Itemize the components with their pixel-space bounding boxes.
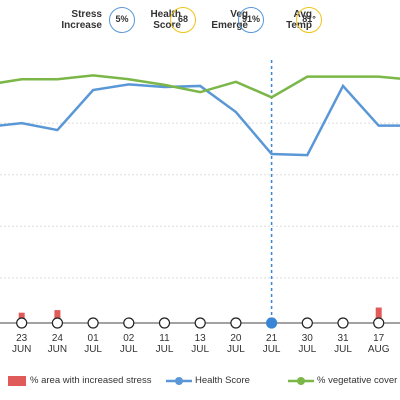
x-tick-label: 31 JUL [334, 333, 352, 355]
x-tick-label: 13 JUL [191, 333, 210, 355]
stress-bar [375, 307, 382, 323]
x-tick-label: 21 JUL [262, 333, 281, 355]
summary-value: 5% [109, 7, 135, 33]
legend-swatch [175, 377, 183, 385]
legend-swatch [297, 377, 305, 385]
date-marker [301, 317, 313, 329]
date-marker [123, 317, 135, 329]
legend-swatch [8, 376, 26, 386]
summary-label: Stress Increase [61, 9, 102, 31]
date-marker [230, 317, 242, 329]
x-tick-label: 20 JUL [226, 333, 245, 355]
x-tick-label: 23 JUN [11, 333, 32, 355]
legend-label[interactable]: % vegetative cover [317, 375, 398, 386]
summary-value: 68 [170, 7, 196, 33]
summary-label: Health Score [150, 9, 181, 31]
date-marker [373, 317, 385, 329]
date-marker [16, 317, 28, 329]
x-tick-label: 24 JUN [47, 333, 68, 355]
x-tick-label: 01 JUL [84, 333, 102, 355]
x-tick-label: 30 JUL [298, 333, 317, 355]
series-line [0, 83, 400, 157]
date-marker [337, 317, 349, 329]
date-marker [266, 317, 278, 329]
series-line [0, 74, 400, 99]
x-tick-label: 17 AUG [367, 333, 390, 355]
legend-label[interactable]: % area with increased stress [30, 375, 152, 386]
stress-bar [54, 310, 61, 323]
date-marker [158, 317, 171, 329]
summary-value: 91% [238, 7, 264, 33]
date-marker [87, 317, 99, 329]
x-tick-label: 11 JUL [155, 333, 174, 355]
date-marker [194, 317, 206, 329]
legend-label[interactable]: Health Score [195, 375, 250, 386]
x-tick-label: 02 JUL [119, 333, 138, 355]
date-marker [51, 317, 64, 329]
summary-value: 81° [296, 7, 322, 33]
